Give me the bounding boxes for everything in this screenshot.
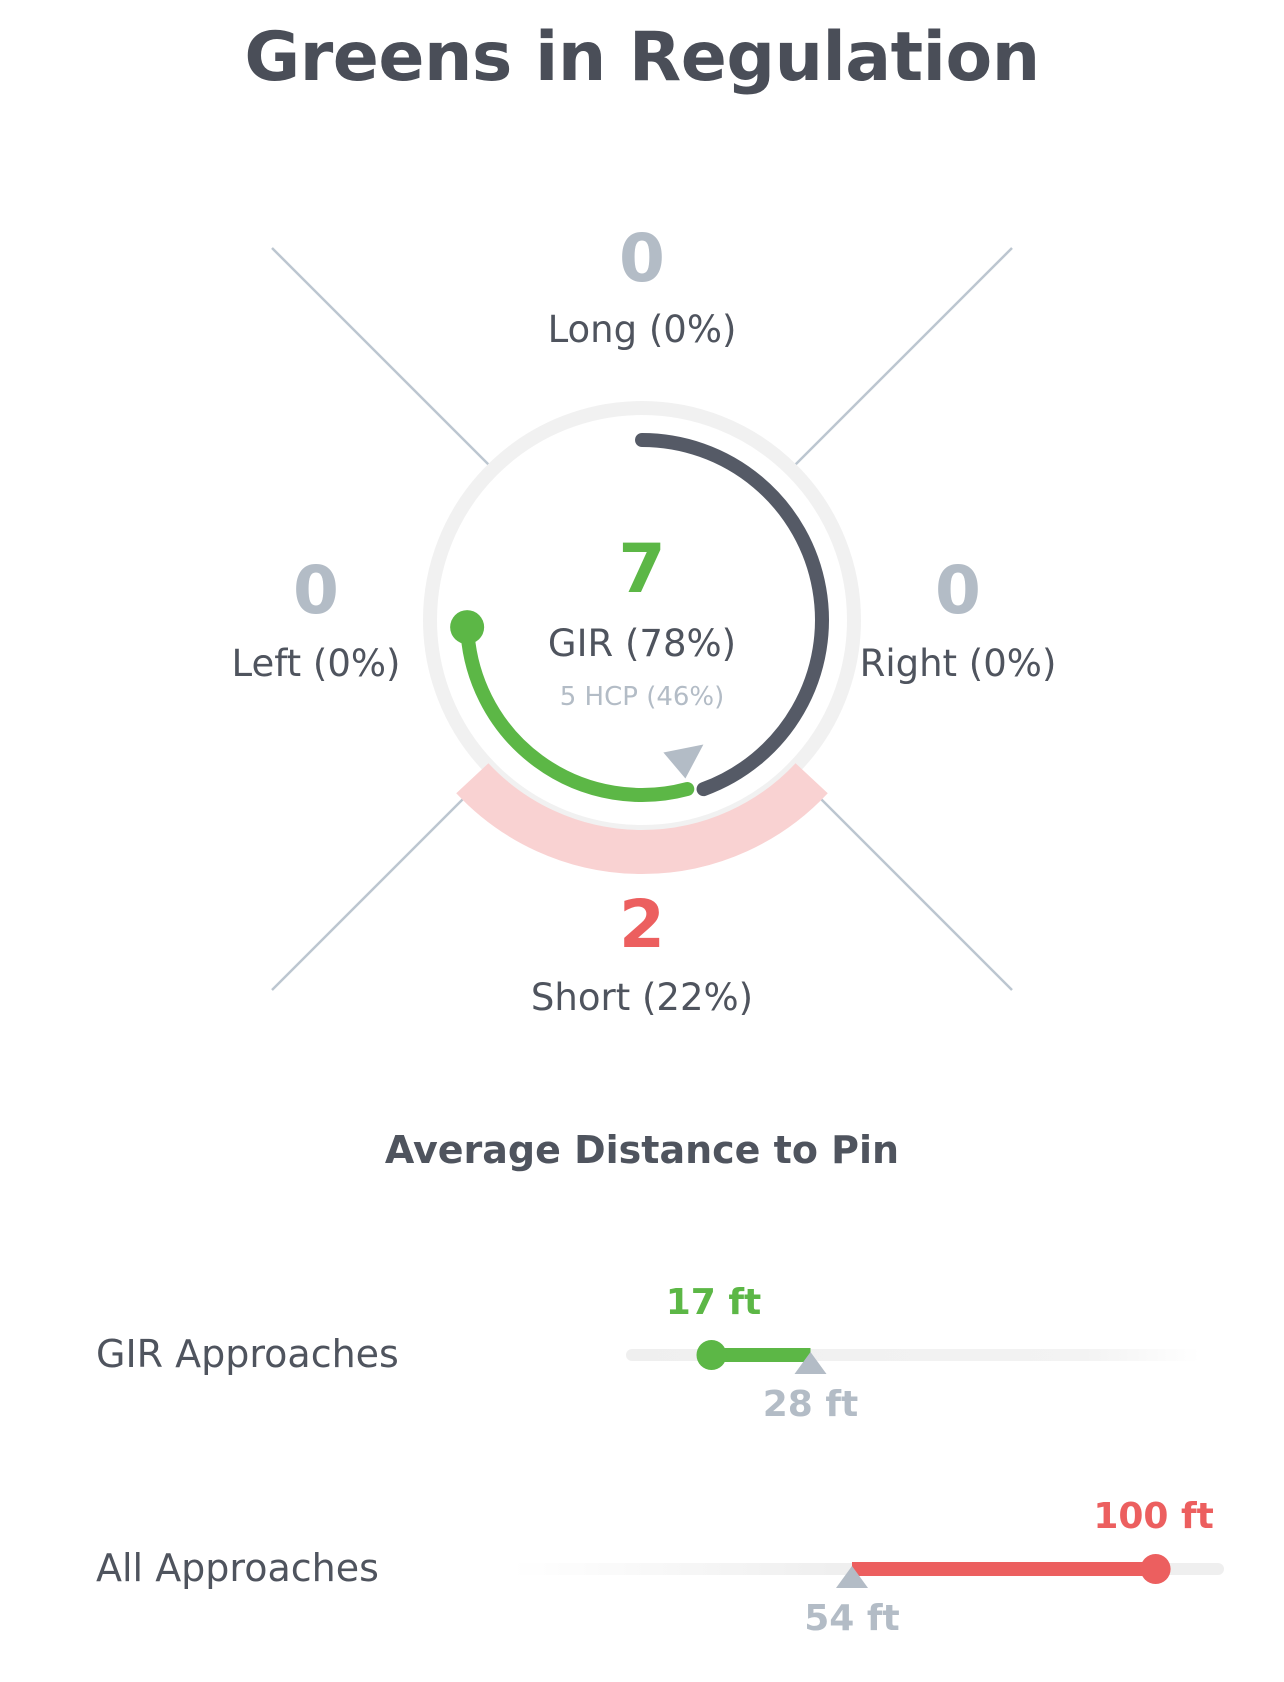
distance-section-title: Average Distance to Pin [384, 1128, 900, 1172]
hcp-arc [460, 620, 695, 802]
all-approaches-benchmark-marker [836, 1566, 868, 1588]
hcp-label: 5 HCP (46%) [559, 682, 725, 712]
all-approaches-label: All Approaches [96, 1546, 379, 1590]
short-miss-arc [456, 763, 828, 874]
gir-approaches-dot [696, 1340, 727, 1370]
all-approaches-bar [852, 1562, 1156, 1576]
right-count: 0 [935, 552, 981, 629]
divider-line-top-left [271, 247, 497, 473]
gir-approaches-benchmark: 28 ft [762, 1384, 859, 1425]
all-approaches-benchmark: 54 ft [804, 1598, 900, 1639]
page-title: Greens in Regulation [244, 18, 1040, 97]
gir-approaches-value: 17 ft [665, 1282, 762, 1323]
short-label: Short (22%) [530, 976, 754, 1019]
gir-benchmark-marker [663, 744, 704, 779]
divider-line-bottom-right [787, 765, 1013, 991]
divider-line-top-right [787, 247, 1013, 473]
all-approaches-dot [1140, 1554, 1171, 1584]
long-count: 0 [619, 220, 665, 297]
gir-arc [635, 433, 829, 797]
gir-count: 7 [618, 530, 666, 609]
gir-approaches-benchmark-marker [794, 1352, 827, 1374]
right-label: Right (0%) [859, 642, 1057, 685]
hcp-arc-end-dot [450, 610, 485, 645]
gir-approaches-bar [711, 1348, 811, 1362]
left-count: 0 [293, 552, 339, 629]
all-approaches-value: 100 ft [1093, 1496, 1214, 1537]
gir-label: GIR (78%) [547, 622, 737, 665]
gir-approaches-label: GIR Approaches [96, 1332, 399, 1376]
long-label: Long (0%) [547, 308, 737, 351]
short-count: 2 [619, 886, 665, 963]
left-label: Left (0%) [231, 642, 401, 685]
divider-line-bottom-left [271, 765, 497, 991]
